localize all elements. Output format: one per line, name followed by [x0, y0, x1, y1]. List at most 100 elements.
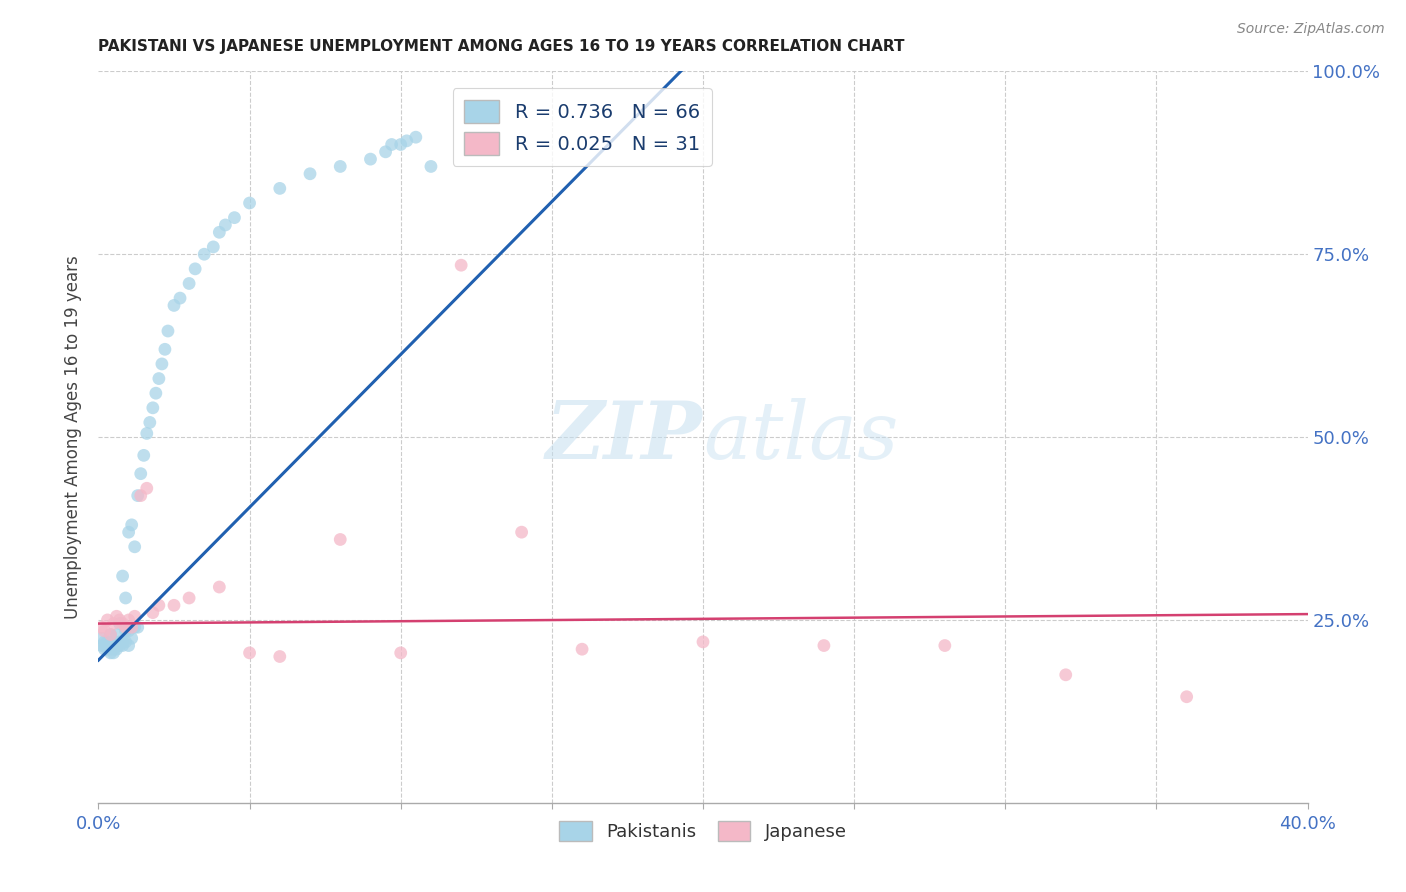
Point: [90, 620, 112, 634]
Point: [135, 481, 157, 495]
Point: [114, 635, 136, 649]
Point: [100, 627, 122, 641]
Point: [148, 599, 170, 613]
Point: [329, 160, 352, 174]
Point: [93, 639, 115, 653]
Point: [108, 635, 131, 649]
Point: [139, 416, 162, 430]
Point: [105, 627, 128, 641]
Point: [111, 639, 134, 653]
Point: [214, 218, 236, 232]
Point: [132, 448, 155, 462]
Point: [571, 642, 593, 657]
Point: [118, 525, 141, 540]
Point: [100, 646, 122, 660]
Point: [360, 152, 382, 166]
Point: [193, 247, 215, 261]
Point: [395, 134, 418, 148]
Point: [150, 357, 173, 371]
Point: [129, 489, 152, 503]
Point: [118, 624, 141, 638]
Point: [108, 613, 131, 627]
Point: [103, 616, 125, 631]
Point: [405, 130, 427, 145]
Point: [108, 639, 131, 653]
Point: [114, 620, 136, 634]
Point: [103, 646, 125, 660]
Text: ZIP: ZIP: [546, 399, 703, 475]
Point: [121, 517, 143, 532]
Y-axis label: Unemployment Among Ages 16 to 19 years: Unemployment Among Ages 16 to 19 years: [65, 255, 83, 619]
Point: [148, 371, 170, 385]
Point: [118, 613, 141, 627]
Point: [1175, 690, 1198, 704]
Point: [121, 620, 143, 634]
Point: [934, 639, 956, 653]
Point: [420, 160, 443, 174]
Point: [96, 639, 118, 653]
Point: [142, 606, 165, 620]
Point: [450, 258, 472, 272]
Point: [153, 343, 176, 357]
Point: [124, 609, 146, 624]
Point: [96, 642, 118, 657]
Point: [105, 609, 128, 624]
Point: [111, 635, 134, 649]
Point: [100, 639, 122, 653]
Point: [111, 616, 134, 631]
Point: [108, 616, 131, 631]
Point: [299, 167, 322, 181]
Point: [239, 196, 262, 211]
Point: [121, 632, 143, 646]
Point: [127, 489, 149, 503]
Point: [103, 642, 125, 657]
Point: [114, 591, 136, 605]
Point: [179, 277, 201, 291]
Point: [208, 580, 231, 594]
Point: [208, 225, 231, 239]
Point: [127, 620, 149, 634]
Point: [93, 635, 115, 649]
Text: atlas: atlas: [703, 399, 898, 475]
Point: [93, 624, 115, 638]
Point: [239, 646, 262, 660]
Legend: Pakistanis, Japanese: Pakistanis, Japanese: [553, 814, 853, 848]
Point: [184, 261, 207, 276]
Point: [90, 632, 112, 646]
Text: Source: ZipAtlas.com: Source: ZipAtlas.com: [1237, 22, 1385, 37]
Point: [1054, 667, 1077, 681]
Point: [96, 635, 118, 649]
Point: [124, 620, 146, 634]
Point: [114, 624, 136, 638]
Point: [389, 137, 412, 152]
Point: [329, 533, 352, 547]
Point: [124, 540, 146, 554]
Point: [163, 599, 186, 613]
Point: [389, 646, 412, 660]
Point: [813, 639, 835, 653]
Text: PAKISTANI VS JAPANESE UNEMPLOYMENT AMONG AGES 16 TO 19 YEARS CORRELATION CHART: PAKISTANI VS JAPANESE UNEMPLOYMENT AMONG…: [98, 38, 905, 54]
Point: [381, 137, 404, 152]
Point: [374, 145, 396, 159]
Point: [111, 569, 134, 583]
Point: [224, 211, 246, 225]
Point: [269, 649, 291, 664]
Point: [90, 639, 112, 653]
Point: [202, 240, 225, 254]
Point: [105, 642, 128, 657]
Point: [145, 386, 167, 401]
Point: [179, 591, 201, 605]
Point: [692, 635, 714, 649]
Point: [169, 291, 191, 305]
Point: [142, 401, 165, 415]
Point: [129, 467, 152, 481]
Point: [135, 426, 157, 441]
Point: [510, 525, 533, 540]
Point: [105, 639, 128, 653]
Point: [100, 642, 122, 657]
Point: [103, 639, 125, 653]
Point: [163, 298, 186, 312]
Point: [96, 613, 118, 627]
Point: [156, 324, 179, 338]
Point: [269, 181, 291, 195]
